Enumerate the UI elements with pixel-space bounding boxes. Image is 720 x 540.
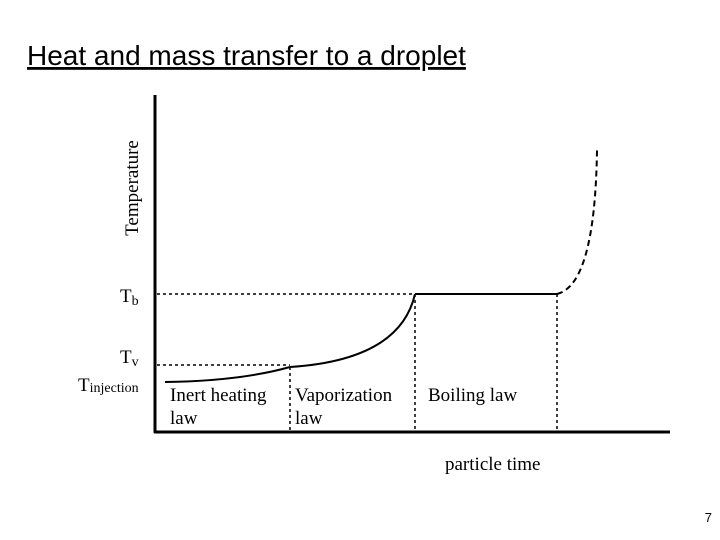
- level-label: Tb: [120, 286, 139, 309]
- vaporization-curve: [289, 293, 416, 368]
- y-axis-label: Temperature: [122, 140, 143, 236]
- region-label: Vaporization: [295, 385, 393, 406]
- page-number: 7: [705, 510, 712, 525]
- level-label: Tinjection: [78, 375, 139, 396]
- x-axis-label: particle time: [445, 454, 540, 475]
- level-subscript: b: [132, 294, 139, 309]
- level-subscript: v: [132, 355, 139, 370]
- inert-curve: [164, 366, 291, 383]
- region-label: law: [295, 408, 323, 429]
- region-label: Boiling law: [428, 385, 517, 406]
- level-symbol: T: [120, 286, 132, 307]
- level-subscript: injection: [90, 381, 139, 396]
- region-label: Inert heating: [170, 385, 267, 406]
- level-symbol: T: [78, 375, 90, 396]
- level-symbol: T: [120, 347, 132, 368]
- level-label: Tv: [120, 347, 139, 370]
- superheat-curve: [556, 149, 598, 295]
- region-label: law: [170, 408, 198, 429]
- title: Heat and mass transfer to a droplet: [27, 40, 466, 71]
